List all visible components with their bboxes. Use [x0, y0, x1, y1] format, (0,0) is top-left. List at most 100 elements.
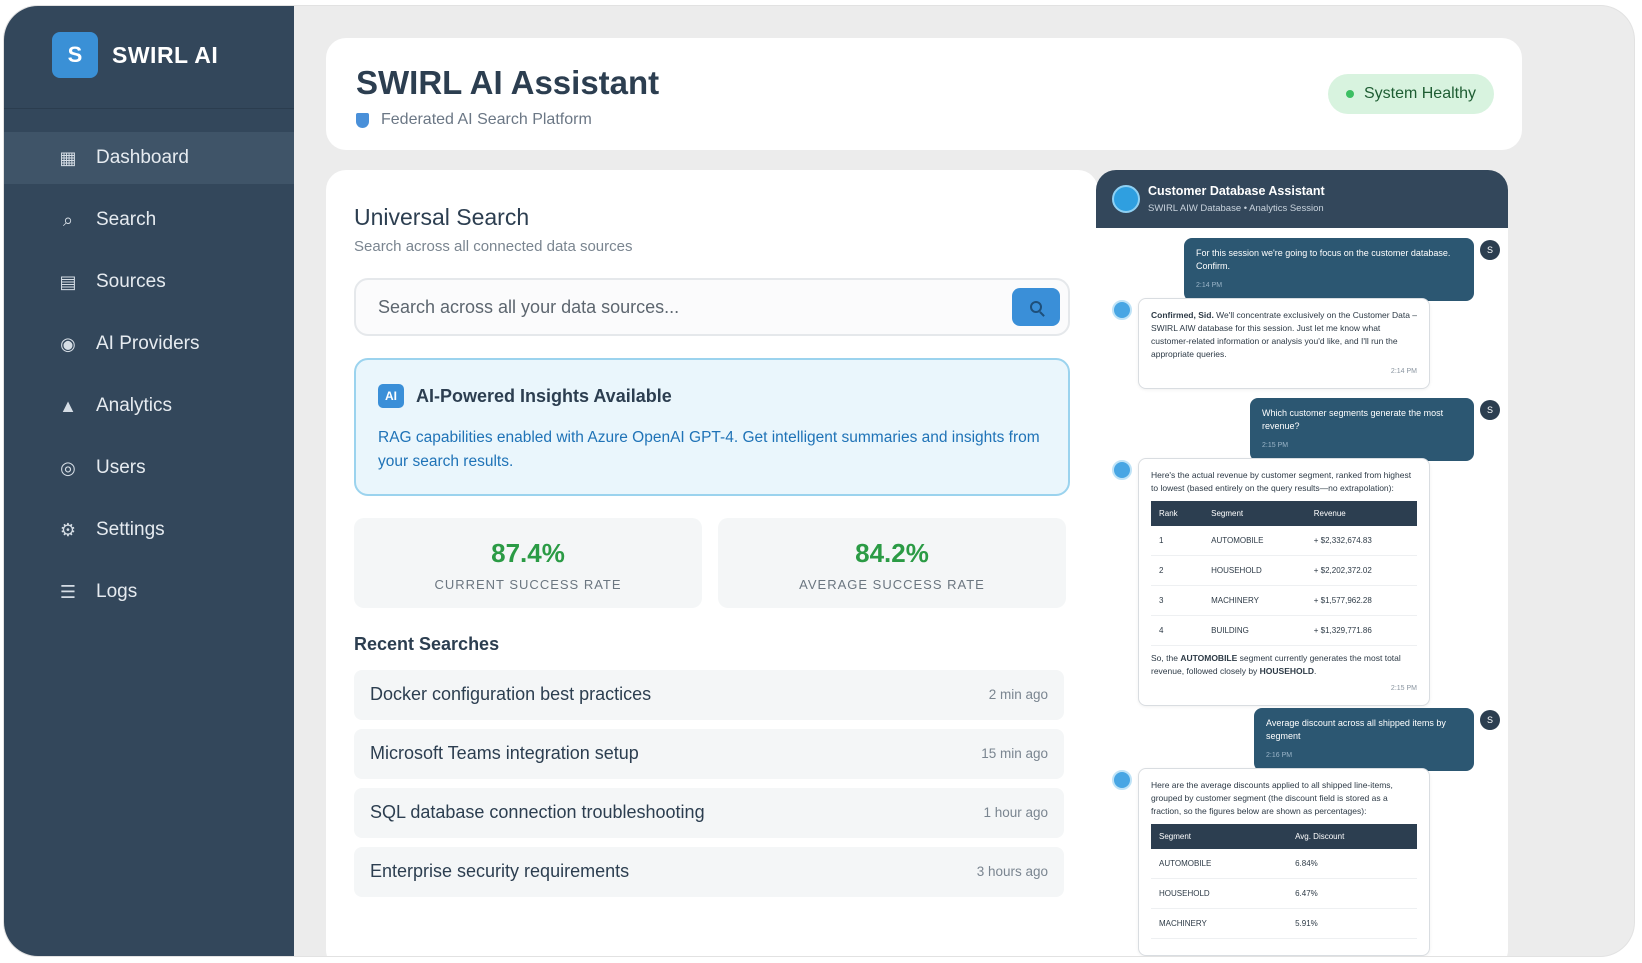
- message-text: Average discount across all shipped item…: [1266, 718, 1446, 741]
- table-row: MACHINERY 5.91%: [1151, 908, 1417, 939]
- search-box: [354, 278, 1070, 336]
- outro-bold: HOUSEHOLD: [1259, 666, 1314, 676]
- recent-search-item[interactable]: Docker configuration best practices 2 min…: [354, 670, 1064, 720]
- sidebar-item-ai-providers[interactable]: ◉ AI Providers: [4, 318, 294, 370]
- table-row: 3 MACHINERY + $1,577,962.28: [1151, 585, 1417, 616]
- chat-title: Customer Database Assistant: [1148, 184, 1325, 198]
- chat-subtitle: SWIRL AIW Database • Analytics Session: [1148, 203, 1324, 214]
- search-icon: ⌕: [62, 209, 74, 230]
- target-icon: ◉: [60, 333, 76, 354]
- search-input[interactable]: [378, 280, 998, 334]
- table-body: AUTOMOBILE 6.84% HOUSEHOLD 6.47% MACHINERY 5.…: [1151, 849, 1417, 939]
- recent-search-item[interactable]: Microsoft Teams integration setup 15 min …: [354, 729, 1064, 779]
- sidebar-divider: [4, 108, 294, 109]
- recent-search-time: 2 min ago: [988, 687, 1048, 702]
- table-row: AUTOMOBILE 6.84%: [1151, 849, 1417, 879]
- sidebar-item-label: Logs: [96, 581, 138, 602]
- database-icon: ▤: [59, 271, 77, 292]
- message-bold: Confirmed, Sid.: [1151, 310, 1214, 320]
- search-button[interactable]: [1012, 288, 1060, 326]
- table-cell: + $2,202,372.02: [1305, 555, 1417, 586]
- table-cell: MACHINERY: [1203, 585, 1306, 616]
- message-time: 2:16 PM: [1266, 752, 1293, 759]
- status-dot-icon: [1345, 90, 1354, 98]
- stat-current-success: 87.4% CURRENT SUCCESS RATE: [354, 518, 702, 608]
- recent-search-time: 1 hour ago: [983, 805, 1048, 820]
- assistant-avatar-icon: [1112, 770, 1132, 790]
- sidebar-item-dashboard[interactable]: ▦ Dashboard: [4, 132, 294, 184]
- table-cell: + $1,329,771.86: [1305, 615, 1417, 646]
- recent-search-query: Microsoft Teams integration setup: [370, 743, 639, 763]
- sidebar-item-search[interactable]: ⌕ Search: [4, 194, 294, 246]
- table-cell: BUILDING: [1203, 615, 1306, 646]
- table-header-row: Segment Avg. Discount: [1151, 824, 1417, 849]
- assistant-avatar-icon: [1112, 460, 1132, 480]
- assistant-avatar-icon: [1112, 185, 1140, 213]
- page-subtitle-text: Federated AI Search Platform: [381, 111, 592, 128]
- sidebar-item-label: Settings: [96, 519, 165, 540]
- search-subtitle: Search across all connected data sources: [354, 238, 633, 255]
- page-header: SWIRL AI Assistant Federated AI Search P…: [326, 38, 1522, 150]
- sidebar-item-users[interactable]: ◎ Users: [4, 442, 294, 494]
- shield-icon: [356, 112, 369, 128]
- table-cell: HOUSEHOLD: [1151, 878, 1288, 909]
- message-intro: Here are the average discounts applied t…: [1151, 780, 1393, 816]
- brand[interactable]: S SWIRL AI: [52, 32, 218, 78]
- table-header-cell: Rank: [1151, 501, 1204, 526]
- outro-part: segment currently generates the most tot…: [1151, 653, 1401, 676]
- recent-searches-list: Docker configuration best practices 2 min…: [354, 670, 1064, 906]
- user-avatar: S: [1480, 240, 1500, 260]
- message-text: Confirmed, Sid. We'll concentrate exclus…: [1151, 309, 1417, 361]
- sidebar-item-settings[interactable]: ⚙ Settings: [4, 504, 294, 556]
- recent-search-query: Docker configuration best practices: [370, 684, 652, 704]
- table-cell: 6.47%: [1287, 878, 1417, 909]
- table-header-row: Rank Segment Revenue: [1151, 501, 1417, 526]
- sidebar-item-sources[interactable]: ▤ Sources: [4, 256, 294, 308]
- recent-search-item[interactable]: SQL database connection troubleshooting 1…: [354, 788, 1064, 838]
- search-icon: [1030, 301, 1042, 313]
- brand-name: SWIRL AI: [112, 41, 219, 68]
- recent-search-query: SQL database connection troubleshooting: [370, 802, 705, 822]
- user-message: Average discount across all shipped item…: [1254, 708, 1474, 771]
- message-time: 2:15 PM: [1262, 442, 1289, 449]
- table-cell: 1: [1151, 526, 1204, 556]
- user-message: Which customer segments generate the mos…: [1250, 398, 1474, 461]
- sidebar: S SWIRL AI ▦ Dashboard ⌕ Search ▤ Sources ◉ AI …: [4, 6, 294, 956]
- table-body: 1 AUTOMOBILE + $2,332,674.83 2 HOUSEHOLD + $2…: [1151, 526, 1417, 646]
- stat-label: AVERAGE SUCCESS RATE: [799, 577, 985, 592]
- message-outro: So, the AUTOMOBILE segment currently gen…: [1151, 652, 1417, 678]
- user-message: For this session we're going to focus on…: [1184, 238, 1474, 301]
- sidebar-item-label: Analytics: [96, 395, 173, 416]
- message-intro: Here's the actual revenue by customer se…: [1151, 470, 1412, 493]
- search-panel: Universal Search Search across all conne…: [326, 170, 1098, 956]
- user-avatar: S: [1480, 710, 1500, 730]
- recent-searches-title: Recent Searches: [354, 634, 500, 654]
- table-cell: + $2,332,674.83: [1305, 526, 1417, 556]
- sidebar-item-label: Dashboard: [96, 147, 189, 168]
- assistant-message: Confirmed, Sid. We'll concentrate exclus…: [1138, 298, 1430, 389]
- table-cell: AUTOMOBILE: [1203, 526, 1306, 556]
- table-row: 2 HOUSEHOLD + $2,202,372.02: [1151, 555, 1417, 586]
- message-time: 2:15 PM: [1390, 685, 1417, 692]
- stat-value: 87.4%: [491, 538, 565, 568]
- sidebar-nav: ▦ Dashboard ⌕ Search ▤ Sources ◉ AI Providers ▲ A…: [4, 132, 294, 628]
- table-cell: 4: [1151, 615, 1204, 646]
- recent-search-item[interactable]: Enterprise security requirements 3 hours …: [354, 847, 1064, 897]
- chat-panel: Customer Database Assistant SWIRL AIW Da…: [1096, 170, 1508, 956]
- outro-part: .: [1313, 666, 1317, 676]
- stat-label: CURRENT SUCCESS RATE: [434, 577, 622, 592]
- sidebar-item-logs[interactable]: ☰ Logs: [4, 566, 294, 618]
- sidebar-item-analytics[interactable]: ▲ Analytics: [4, 380, 294, 432]
- sidebar-item-label: Search: [96, 209, 157, 230]
- table-row: 1 AUTOMOBILE + $2,332,674.83: [1151, 526, 1417, 556]
- menu-icon: ☰: [59, 581, 77, 602]
- table-row: 4 BUILDING + $1,329,771.86: [1151, 615, 1417, 646]
- brand-logo: S: [52, 32, 98, 78]
- table-header-cell: Revenue: [1305, 501, 1417, 526]
- stat-average-success: 84.2% AVERAGE SUCCESS RATE: [718, 518, 1066, 608]
- chat-header: Customer Database Assistant SWIRL AIW Da…: [1096, 170, 1508, 228]
- sidebar-item-label: AI Providers: [96, 333, 200, 354]
- table-cell: MACHINERY: [1151, 908, 1288, 939]
- insight-text: RAG capabilities enabled with Azure Open…: [378, 429, 1040, 470]
- table-cell: + $1,577,962.28: [1305, 585, 1417, 616]
